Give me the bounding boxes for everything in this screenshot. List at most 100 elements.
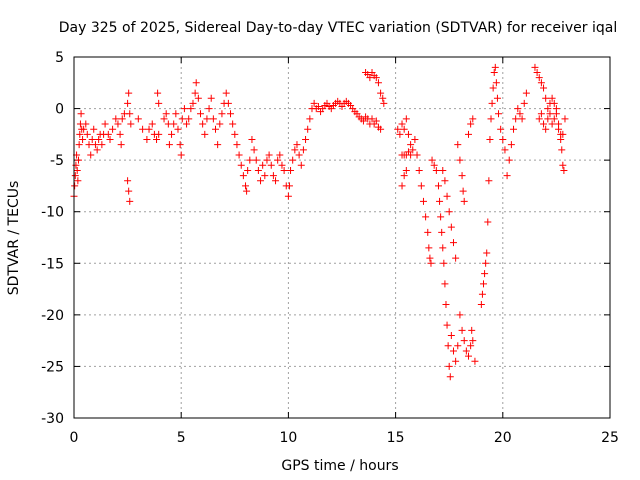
data-point bbox=[93, 146, 101, 154]
data-point bbox=[191, 89, 199, 97]
data-point bbox=[490, 68, 498, 76]
x-tick-label: 10 bbox=[279, 430, 297, 446]
data-point bbox=[172, 110, 180, 118]
data-point bbox=[243, 187, 251, 195]
data-point bbox=[540, 84, 548, 92]
data-point bbox=[75, 141, 83, 149]
plot-frame bbox=[73, 56, 611, 419]
data-point bbox=[483, 249, 491, 257]
data-point bbox=[80, 125, 88, 133]
data-point bbox=[441, 280, 449, 288]
data-point bbox=[486, 136, 494, 144]
data-point bbox=[293, 141, 301, 149]
data-point bbox=[109, 125, 117, 133]
data-point bbox=[443, 321, 451, 329]
data-point bbox=[540, 120, 548, 128]
data-point bbox=[464, 130, 472, 138]
data-point bbox=[469, 337, 477, 345]
data-point bbox=[229, 120, 237, 128]
data-point bbox=[118, 115, 126, 123]
data-point bbox=[233, 141, 241, 149]
data-point bbox=[77, 110, 85, 118]
data-point bbox=[83, 130, 91, 138]
data-point bbox=[447, 223, 455, 231]
data-point bbox=[458, 326, 466, 334]
data-point bbox=[542, 94, 550, 102]
data-point bbox=[124, 99, 132, 107]
chart-title: Day 325 of 2025, Sidereal Day-to-day VTE… bbox=[59, 20, 617, 36]
data-point bbox=[170, 120, 178, 128]
data-point bbox=[153, 136, 161, 144]
data-point bbox=[194, 94, 202, 102]
y-axis-label: SDTVAR / TECUs bbox=[6, 181, 22, 296]
data-point bbox=[505, 156, 513, 164]
data-point bbox=[106, 136, 114, 144]
data-point bbox=[454, 141, 462, 149]
y-tick-label: 0 bbox=[55, 102, 64, 118]
data-point bbox=[499, 136, 507, 144]
data-point bbox=[155, 99, 163, 107]
data-point bbox=[71, 172, 79, 180]
data-point bbox=[284, 192, 292, 200]
data-point bbox=[377, 125, 385, 133]
data-point bbox=[492, 79, 500, 87]
data-point bbox=[143, 136, 151, 144]
data-point bbox=[192, 79, 200, 87]
data-point bbox=[542, 125, 550, 133]
data-point bbox=[445, 362, 453, 370]
data-point bbox=[560, 166, 568, 174]
data-point bbox=[280, 166, 288, 174]
data-point bbox=[503, 172, 511, 180]
data-point bbox=[550, 99, 558, 107]
y-tick-label: -25 bbox=[41, 359, 64, 375]
data-point bbox=[555, 125, 563, 133]
data-point bbox=[456, 311, 464, 319]
y-tick-label: -30 bbox=[41, 411, 64, 427]
data-point bbox=[126, 197, 134, 205]
data-point bbox=[458, 172, 466, 180]
data-point bbox=[162, 110, 170, 118]
data-point bbox=[522, 89, 530, 97]
data-point bbox=[88, 136, 96, 144]
data-point bbox=[254, 166, 262, 174]
data-point bbox=[557, 136, 565, 144]
data-point bbox=[178, 115, 186, 123]
y-tick-label: -10 bbox=[41, 205, 64, 221]
data-point bbox=[95, 136, 103, 144]
data-point bbox=[263, 156, 271, 164]
data-point bbox=[239, 172, 247, 180]
data-point bbox=[442, 301, 450, 309]
data-point bbox=[379, 94, 387, 102]
data-point bbox=[101, 120, 109, 128]
data-point bbox=[287, 166, 295, 174]
data-point bbox=[366, 74, 374, 82]
data-point bbox=[297, 161, 305, 169]
data-point bbox=[125, 89, 133, 97]
data-point bbox=[439, 166, 447, 174]
data-point bbox=[180, 105, 188, 113]
data-point bbox=[518, 115, 526, 123]
y-tick-label: 5 bbox=[55, 50, 64, 66]
data-point bbox=[289, 156, 297, 164]
data-point bbox=[174, 125, 182, 133]
data-point bbox=[446, 373, 454, 381]
data-point bbox=[304, 125, 312, 133]
data-point bbox=[489, 84, 497, 92]
data-point bbox=[537, 110, 545, 118]
data-point bbox=[285, 182, 293, 190]
data-point bbox=[235, 151, 243, 159]
data-point bbox=[274, 156, 282, 164]
data-point bbox=[187, 105, 195, 113]
data-point bbox=[444, 342, 452, 350]
data-point bbox=[400, 125, 408, 133]
data-point bbox=[177, 151, 185, 159]
data-point bbox=[259, 161, 267, 169]
x-tick-label: 15 bbox=[387, 430, 405, 446]
data-point bbox=[377, 89, 385, 97]
data-point bbox=[440, 259, 448, 267]
data-point bbox=[514, 105, 522, 113]
data-point bbox=[216, 120, 224, 128]
data-point bbox=[248, 136, 256, 144]
data-point bbox=[79, 136, 87, 144]
data-point bbox=[257, 177, 265, 185]
